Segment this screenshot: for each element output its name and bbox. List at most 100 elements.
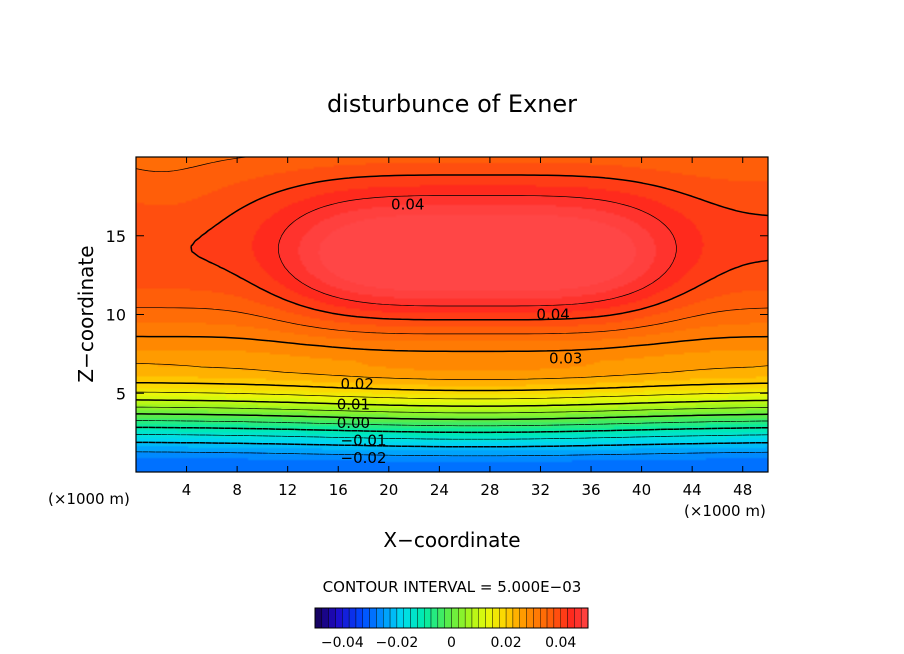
colorbar-cell — [424, 607, 432, 629]
x-tick-label: 48 — [733, 481, 752, 499]
colorbar-cell — [471, 607, 480, 629]
colorbar-cell — [314, 607, 323, 629]
contour-line — [136, 406, 769, 414]
colorbar-cell — [464, 607, 473, 629]
colorbar-cell — [451, 607, 459, 629]
contour-line — [136, 441, 769, 448]
contour-line — [135, 362, 769, 380]
contour-line — [135, 381, 769, 392]
contour-line — [135, 451, 769, 457]
contour-line — [190, 174, 769, 321]
x-tick-label: 20 — [379, 481, 398, 499]
colorbar-cell — [403, 607, 411, 629]
x-tick-label: 32 — [531, 481, 550, 499]
contour-label: 0.04 — [536, 306, 569, 324]
y-tick-label: 10 — [106, 306, 126, 325]
x-tick-label: 40 — [632, 481, 651, 499]
x-axis: 4 8 12 16 20 24 28 32 36 40 44 48 — [182, 157, 752, 499]
colorbar-cell — [567, 607, 575, 629]
colorbar-cell — [519, 607, 527, 629]
colorbar-cell — [533, 607, 541, 629]
contour-line — [136, 391, 769, 400]
colorbar-cell — [321, 607, 329, 629]
colorbar-cell — [437, 607, 445, 629]
colorbar-cell — [560, 607, 568, 629]
contour-label: 0.01 — [337, 395, 370, 413]
colorbar-tick-label: 0.04 — [545, 635, 576, 651]
x-tick-label: 16 — [329, 481, 348, 499]
contour-line — [136, 426, 769, 434]
y-axis: 5 10 15 — [106, 227, 768, 403]
x-tick-label: 44 — [683, 481, 702, 499]
colorbar-cell — [553, 607, 561, 629]
colorbar-cell — [458, 607, 466, 629]
colorbar-cell — [512, 607, 520, 629]
colorbar-cell — [396, 607, 404, 629]
colorbar-cell — [478, 607, 486, 629]
colorbar-cell — [342, 607, 350, 629]
x-tick-label: 8 — [232, 481, 242, 499]
colorbar-cell — [348, 607, 357, 629]
x-tick-label: 24 — [430, 481, 449, 499]
x-axis-label: X−coordinate — [383, 528, 520, 552]
colorbar-cell — [328, 607, 336, 629]
contour-labels: 0.04 0.04 0.03 0.02 0.010.00−0.01−0.02 — [337, 195, 583, 467]
contour-line — [277, 195, 677, 307]
colorbar-cell — [410, 607, 418, 629]
contour-line — [136, 413, 769, 421]
contour-line — [136, 434, 769, 440]
colorbar-frame — [314, 607, 589, 629]
colorbar-cell — [362, 607, 370, 629]
contour-label: 0.03 — [549, 350, 582, 368]
contour-lines — [135, 156, 769, 457]
x-tick-label: 4 — [182, 481, 192, 499]
x-unit-left: (×1000 m) — [48, 490, 130, 508]
colorbar-cell — [355, 607, 363, 629]
colorbar-cell — [389, 607, 398, 629]
y-tick-label: 15 — [106, 227, 126, 246]
colorbar-cells — [314, 607, 589, 629]
x-tick-label: 28 — [480, 481, 499, 499]
contour-line — [136, 335, 769, 353]
contour-label: −0.01 — [341, 432, 387, 450]
chart-title: disturbunce of Exner — [327, 90, 577, 118]
colorbar-cell — [417, 607, 425, 629]
contour-label: 0.02 — [340, 375, 373, 393]
colorbar-tick-label: −0.02 — [375, 635, 418, 651]
colorbar-tick-label: −0.04 — [321, 635, 364, 651]
contour-line — [136, 420, 768, 427]
y-tick-label: 5 — [116, 384, 126, 403]
colorbar-cell — [505, 607, 514, 629]
contour-line — [135, 156, 769, 335]
colorbar-cell — [335, 607, 343, 629]
colorbar-cell — [369, 607, 377, 629]
colorbar-cell — [499, 607, 507, 629]
colorbar: −0.04 −0.02 0 0.02 0.04 — [314, 607, 589, 651]
y-axis-label: Z−coordinate — [74, 245, 98, 382]
colorbar-cell — [574, 607, 582, 629]
contour-label: 0.04 — [391, 195, 424, 213]
contour-line — [135, 399, 769, 407]
colorbar-cell — [430, 607, 439, 629]
colorbar-cell — [546, 607, 555, 629]
colorbar-cell — [492, 607, 500, 629]
colorbar-cell — [485, 607, 493, 629]
colorbar-cell — [444, 607, 452, 629]
colorbar-cell — [376, 607, 384, 629]
colorbar-cell — [383, 607, 391, 629]
heatmap-field — [136, 157, 768, 472]
colorbar-cell — [540, 607, 548, 629]
x-tick-label: 36 — [581, 481, 600, 499]
x-unit-right: (×1000 m) — [684, 502, 766, 520]
colorbar-ticks: −0.04 −0.02 0 0.02 0.04 — [321, 635, 577, 651]
contour-interval-label: CONTOUR INTERVAL = 5.000E−03 — [323, 578, 582, 596]
colorbar-tick-label: 0.02 — [491, 635, 522, 651]
colorbar-cell — [580, 607, 589, 629]
contour-label: −0.02 — [341, 449, 387, 467]
colorbar-tick-label: 0 — [447, 635, 456, 651]
contour-label: 0.00 — [337, 414, 370, 432]
x-tick-label: 12 — [278, 481, 297, 499]
colorbar-cell — [526, 607, 534, 629]
plot-area: 0.04 0.04 0.03 0.02 0.010.00−0.01−0.02 — [135, 156, 769, 473]
